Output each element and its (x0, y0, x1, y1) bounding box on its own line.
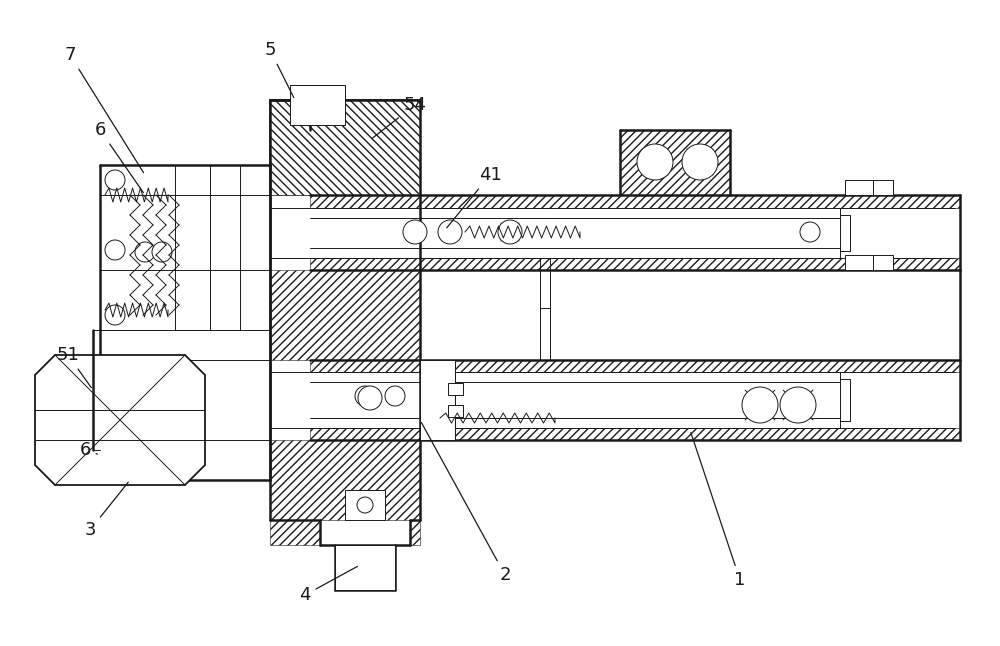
Polygon shape (335, 545, 395, 590)
Bar (448, 405, 463, 417)
Text: 2: 2 (421, 422, 511, 584)
Polygon shape (290, 85, 345, 125)
Text: 41: 41 (447, 166, 501, 228)
Bar (345, 490, 385, 520)
Polygon shape (270, 100, 420, 195)
Circle shape (105, 240, 125, 260)
Polygon shape (410, 520, 420, 545)
Circle shape (105, 170, 125, 190)
Polygon shape (620, 130, 730, 195)
Text: 51: 51 (57, 346, 91, 388)
Polygon shape (270, 270, 420, 360)
Text: 3: 3 (84, 482, 128, 539)
Polygon shape (310, 258, 960, 270)
Bar (290, 85, 345, 125)
Text: 6: 6 (94, 121, 143, 193)
Bar (845, 255, 873, 270)
Bar (448, 383, 463, 395)
Circle shape (498, 220, 522, 244)
Text: 7: 7 (64, 46, 144, 172)
Circle shape (135, 242, 155, 262)
Circle shape (742, 387, 778, 423)
Text: 6: 6 (79, 441, 97, 459)
Circle shape (780, 387, 816, 423)
Bar (420, 360, 455, 440)
Bar (335, 545, 395, 590)
Polygon shape (270, 100, 420, 195)
Text: 54: 54 (372, 96, 426, 138)
Circle shape (637, 144, 673, 180)
Circle shape (800, 222, 820, 242)
Polygon shape (310, 428, 960, 440)
Polygon shape (270, 520, 320, 545)
Text: 1: 1 (691, 433, 746, 589)
Circle shape (358, 386, 382, 410)
Polygon shape (270, 100, 420, 195)
Text: 4: 4 (299, 567, 358, 604)
Bar (873, 255, 893, 270)
Polygon shape (335, 545, 395, 590)
Circle shape (355, 386, 375, 406)
Bar (845, 180, 873, 195)
Circle shape (403, 220, 427, 244)
Circle shape (357, 497, 373, 513)
Polygon shape (270, 440, 420, 520)
Polygon shape (270, 100, 420, 195)
Circle shape (105, 305, 125, 325)
Circle shape (682, 144, 718, 180)
Polygon shape (310, 195, 960, 208)
Polygon shape (310, 360, 960, 372)
Text: 5: 5 (264, 41, 294, 98)
Circle shape (385, 386, 405, 406)
Circle shape (438, 220, 462, 244)
Bar (873, 180, 893, 195)
Circle shape (152, 242, 172, 262)
Polygon shape (35, 355, 205, 485)
